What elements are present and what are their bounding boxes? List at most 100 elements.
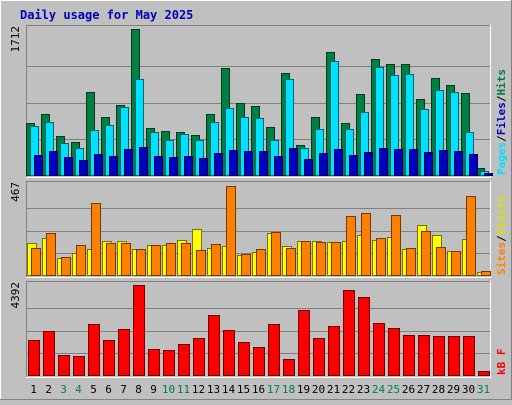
bar-sites-day-29 <box>451 251 461 276</box>
bar-sites-day-5 <box>91 203 101 276</box>
bar-pages-day-18 <box>289 148 298 176</box>
bar-sites-day-3 <box>61 257 71 276</box>
bar-sites-day-1 <box>31 248 41 276</box>
bar-kb-f-day-30 <box>463 336 475 376</box>
x-tick-label-day-10: 10 <box>162 383 175 396</box>
bar-pages-day-30 <box>469 154 478 176</box>
bar-pages-day-31 <box>484 173 493 176</box>
x-tick-label-day-2: 2 <box>45 383 52 396</box>
x-tick-label-day-21: 21 <box>327 383 340 396</box>
x-axis-day-labels: 1 2 3 4 5 6 7 8 9 10 11 12 13 14 15 16 17 18 19 20 21 22 23 24 2… <box>30 383 490 396</box>
bar-pages-day-27 <box>424 152 433 176</box>
bar-kb-f-day-9 <box>148 349 160 376</box>
bar-kb-f-day-21 <box>328 326 340 376</box>
bar-kb-f-day-20 <box>313 338 325 376</box>
legend: kB F <box>495 349 508 376</box>
bar-kb-f-day-10 <box>163 350 175 376</box>
bar-kb-f-day-25 <box>388 328 400 376</box>
y-max-label: 467 <box>9 182 22 202</box>
legend: Sites/Visits <box>495 196 508 276</box>
legend-separator: / <box>495 135 508 142</box>
legend: Pages/Files/Hits <box>495 69 508 175</box>
bar-pages-day-17 <box>274 156 283 176</box>
x-tick-label-day-19: 19 <box>297 383 310 396</box>
bar-sites-day-28 <box>436 247 446 276</box>
bar-sites-day-4 <box>76 245 86 276</box>
bar-sites-day-25 <box>391 215 401 276</box>
bar-sites-day-16 <box>256 249 266 276</box>
bar-pages-day-26 <box>409 149 418 176</box>
bar-pages-day-13 <box>214 153 223 176</box>
bar-sites-day-13 <box>211 244 221 276</box>
bar-pages-day-16 <box>259 151 268 176</box>
bar-pages-day-9 <box>154 156 163 176</box>
bar-sites-day-19 <box>301 241 311 276</box>
bar-kb-f-day-6 <box>103 340 115 376</box>
bar-sites-day-15 <box>241 254 251 276</box>
bar-pages-day-1 <box>34 155 43 176</box>
series-kb-f <box>28 285 490 376</box>
bar-kb-f-day-27 <box>418 335 430 376</box>
bar-sites-day-12 <box>196 250 206 276</box>
bar-sites-day-10 <box>166 243 176 276</box>
bar-sites-day-30 <box>466 196 476 276</box>
y-max-label: 4392 <box>9 282 22 309</box>
bar-sites-day-31 <box>481 271 491 276</box>
bar-pages-day-23 <box>364 152 373 176</box>
bar-sites-day-11 <box>181 243 191 276</box>
bar-pages-day-28 <box>439 150 448 176</box>
x-tick-label-day-3: 3 <box>60 383 67 396</box>
x-tick-label-day-31: 31 <box>477 383 490 396</box>
series-sites <box>31 186 491 276</box>
bar-sites-day-14 <box>226 186 236 276</box>
bar-pages-day-22 <box>349 155 358 176</box>
bar-pages-day-19 <box>304 159 313 176</box>
bar-pages-day-20 <box>319 153 328 176</box>
panel-visits: 467 Sites/Visits <box>9 181 508 278</box>
bar-kb-f-day-11 <box>178 344 190 376</box>
legend-item-pages: Pages <box>495 142 508 175</box>
bar-sites-day-9 <box>151 245 161 276</box>
bar-sites-day-18 <box>286 248 296 276</box>
bar-pages-day-11 <box>184 156 193 176</box>
bar-sites-day-7 <box>121 243 131 276</box>
x-tick-label-day-28: 28 <box>432 383 445 396</box>
x-tick-label-day-24: 24 <box>372 383 386 396</box>
x-tick-label-day-9: 9 <box>150 383 157 396</box>
x-tick-label-day-23: 23 <box>357 383 370 396</box>
x-tick-label-day-22: 22 <box>342 383 355 396</box>
bar-kb-f-day-28 <box>433 336 445 376</box>
x-tick-label-day-1: 1 <box>30 383 37 396</box>
bar-pages-day-2 <box>49 151 58 176</box>
bar-kb-f-day-17 <box>268 324 280 376</box>
bar-kb-f-day-29 <box>448 336 460 376</box>
x-tick-label-day-16: 16 <box>252 383 265 396</box>
bar-pages-day-29 <box>454 151 463 176</box>
bar-pages-day-8 <box>139 147 148 176</box>
bar-kb-f-day-19 <box>298 310 310 376</box>
x-tick-label-day-15: 15 <box>237 383 250 396</box>
bar-pages-day-24 <box>379 148 388 176</box>
x-tick-label-day-17: 17 <box>267 383 280 396</box>
bar-sites-day-8 <box>136 249 146 276</box>
x-tick-label-day-30: 30 <box>462 383 475 396</box>
bar-kb-f-day-3 <box>58 355 70 376</box>
x-tick-label-day-12: 12 <box>192 383 205 396</box>
bar-kb-f-day-31 <box>478 371 490 376</box>
x-tick-label-day-11: 11 <box>177 383 190 396</box>
x-tick-label-day-8: 8 <box>135 383 142 396</box>
bar-sites-day-17 <box>271 232 281 276</box>
bar-pages-day-15 <box>244 151 253 176</box>
x-tick-label-day-13: 13 <box>207 383 220 396</box>
bar-kb-f-day-7 <box>118 329 130 376</box>
bar-kb-f-day-2 <box>43 331 55 376</box>
bar-kb-f-day-15 <box>238 342 250 376</box>
x-tick-label-day-26: 26 <box>402 383 415 396</box>
bar-sites-day-27 <box>421 231 431 276</box>
legend-item-visits: Visits <box>495 196 508 236</box>
x-tick-label-day-25: 25 <box>387 383 400 396</box>
bar-kb-f-day-26 <box>403 335 415 376</box>
bar-sites-day-23 <box>361 213 371 276</box>
bar-kb-f-day-12 <box>193 338 205 376</box>
bar-sites-day-26 <box>406 248 416 276</box>
